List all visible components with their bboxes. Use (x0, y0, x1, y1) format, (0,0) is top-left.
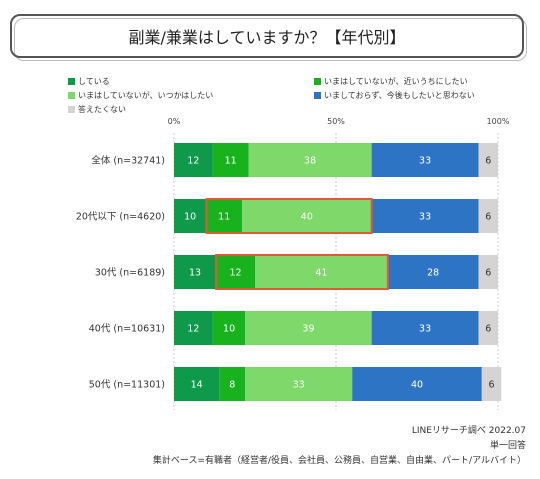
data-label: 6 (485, 156, 491, 167)
bar-segment (371, 199, 479, 233)
x-tick-label: 100% (487, 117, 510, 126)
legend-item: いまはしていないが、近いうちにしたい (314, 76, 468, 87)
footer-base: 集計ベース=有職者（経営者/役員、会社員、公務員、自営業、自由業、パート/アルバ… (152, 456, 526, 466)
bar-segment (371, 143, 479, 177)
bar-segment (245, 311, 372, 345)
bar-segment (212, 311, 246, 345)
data-label: 28 (427, 268, 439, 279)
legend-swatch (314, 92, 321, 99)
data-label: 38 (304, 156, 316, 167)
x-tick-label: 0% (168, 117, 181, 126)
legend-swatch (68, 78, 75, 85)
bar-segment (174, 255, 217, 289)
data-label: 12 (230, 268, 242, 279)
bar-segment (387, 255, 479, 289)
bar-segment (478, 311, 498, 345)
data-label: 10 (184, 212, 196, 223)
data-label: 33 (419, 212, 431, 223)
bar-segment (219, 367, 246, 401)
footer-source: LINEリサーチ調べ 2022.07 (411, 426, 526, 436)
bar-segment (212, 143, 249, 177)
bar-segment (478, 255, 498, 289)
bar-segment (248, 143, 372, 177)
data-label: 13 (189, 268, 201, 279)
legend-label: いましておらず、今後もしたいと思わない (324, 91, 475, 100)
category-label: 20代以下 (n=4620) (76, 212, 165, 223)
data-label: 8 (229, 380, 235, 391)
legend-label: いまはしていないが、いつかはしたい (78, 91, 214, 100)
bar-segment (174, 311, 213, 345)
data-label: 33 (293, 380, 305, 391)
bar-segment (245, 367, 353, 401)
legend-swatch (68, 92, 75, 99)
bar-segment (478, 199, 498, 233)
bar-segment (174, 367, 220, 401)
data-label: 12 (187, 156, 199, 167)
highlight-box (205, 198, 373, 234)
legend-label: している (78, 77, 110, 86)
category-label: 30代 (n=6189) (95, 268, 165, 279)
footer-answer-type: 単一回答 (489, 441, 526, 451)
data-label: 33 (419, 324, 431, 335)
data-label: 12 (187, 324, 199, 335)
bar-segment (371, 311, 479, 345)
category-label: 40代 (n=10631) (89, 324, 165, 335)
data-label: 6 (488, 380, 494, 391)
legend-item: いまはしていないが、いつかはしたい (68, 90, 213, 101)
category-label: 全体 (n=32741) (91, 155, 165, 167)
chart-title-text: 副業/兼業はしていますか？【年代別】 (128, 28, 406, 47)
highlight-box (215, 254, 389, 290)
legend-label: 答えたくない (78, 105, 126, 114)
x-tick-label: 50% (327, 117, 345, 126)
legend-label: いまはしていないが、近いうちにしたい (324, 77, 468, 86)
bar-segment (352, 367, 482, 401)
bar-segment (255, 255, 388, 289)
bar-segment (478, 143, 498, 177)
data-label: 40 (411, 380, 423, 391)
data-label: 11 (225, 156, 237, 167)
data-label: 6 (485, 212, 491, 223)
data-label: 33 (419, 156, 431, 167)
bar-segment (216, 255, 255, 289)
legend-item: いましておらず、今後もしたいと思わない (314, 90, 475, 101)
data-label: 39 (302, 324, 314, 335)
data-label: 11 (218, 212, 230, 223)
bar-segment (206, 199, 243, 233)
bar-segment (174, 143, 213, 177)
legend-swatch (68, 106, 75, 113)
bar-segment (242, 199, 372, 233)
data-label: 14 (191, 380, 203, 391)
bar-segment (481, 367, 502, 401)
bar-segment (174, 199, 207, 233)
legend-item: 答えたくない (68, 104, 126, 115)
data-label: 41 (315, 268, 327, 279)
category-label: 50代 (n=11301) (89, 380, 165, 391)
data-label: 6 (485, 324, 491, 335)
legend-item: している (68, 76, 110, 87)
data-label: 6 (485, 268, 491, 279)
data-label: 10 (223, 324, 235, 335)
legend-swatch (314, 78, 321, 85)
data-label: 40 (301, 212, 313, 223)
